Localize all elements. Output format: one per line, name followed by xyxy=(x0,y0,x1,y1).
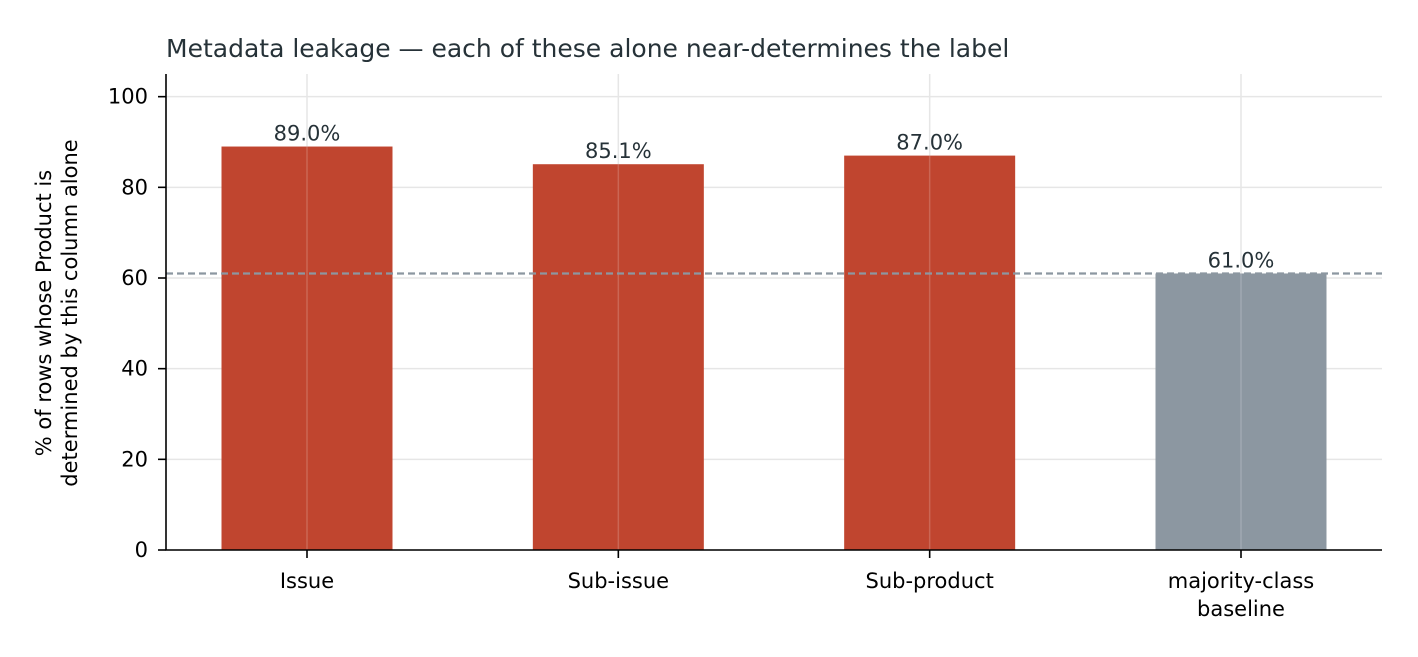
axes xyxy=(165,74,1382,551)
chart-title: Metadata leakage — each of these alone n… xyxy=(166,34,1009,63)
y-tick-label: 60 xyxy=(121,266,148,290)
y-tick-label: 0 xyxy=(135,538,148,562)
bar xyxy=(532,164,704,551)
bar xyxy=(221,146,393,551)
x-tick-label: Sub-issue xyxy=(568,569,670,593)
data-labels: 89.0% 85.1% 87.0% 61.0% xyxy=(274,122,1275,273)
bar xyxy=(1155,273,1327,550)
y-tick-label: 20 xyxy=(121,447,148,471)
y-axis-title-line: determined by this column alone xyxy=(58,139,82,486)
x-tick-label: majority-class xyxy=(1168,569,1314,593)
data-label: 89.0% xyxy=(274,122,341,146)
y-ticks: 0 20 40 60 80 100 xyxy=(108,85,166,562)
bar xyxy=(844,155,1016,550)
y-tick-label: 80 xyxy=(121,175,148,199)
bars xyxy=(221,146,1327,551)
x-ticks: Issue Sub-issue Sub-product majority-class b… xyxy=(280,550,1314,621)
y-axis-title: % of rows whose Product is determined by … xyxy=(32,139,82,486)
data-label: 87.0% xyxy=(896,131,963,155)
y-tick-label: 100 xyxy=(108,85,148,109)
x-tick-label: Sub-product xyxy=(866,569,994,593)
y-tick-label: 40 xyxy=(121,357,148,381)
x-tick-label: baseline xyxy=(1197,597,1285,621)
data-label: 85.1% xyxy=(585,139,652,163)
y-axis-title-line: % of rows whose Product is xyxy=(32,170,56,456)
x-tick-label: Issue xyxy=(280,569,334,593)
data-label: 61.0% xyxy=(1208,248,1275,272)
